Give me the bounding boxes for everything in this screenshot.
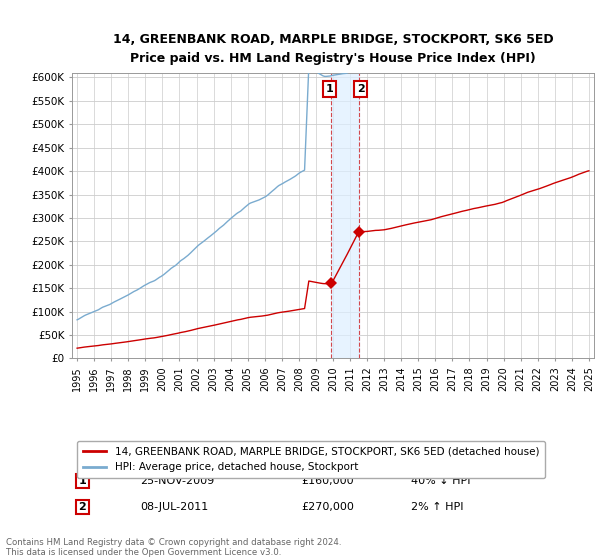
Text: 25-NOV-2009: 25-NOV-2009	[140, 476, 214, 486]
Text: 1: 1	[79, 476, 86, 486]
Title: 14, GREENBANK ROAD, MARPLE BRIDGE, STOCKPORT, SK6 5ED
Price paid vs. HM Land Reg: 14, GREENBANK ROAD, MARPLE BRIDGE, STOCK…	[113, 32, 553, 65]
Text: 40% ↓ HPI: 40% ↓ HPI	[412, 476, 471, 486]
Text: £160,000: £160,000	[302, 476, 355, 486]
Text: 08-JUL-2011: 08-JUL-2011	[140, 502, 208, 512]
Bar	[331, 73, 359, 358]
Text: Contains HM Land Registry data © Crown copyright and database right 2024.
This d: Contains HM Land Registry data © Crown c…	[6, 538, 341, 557]
Legend: 14, GREENBANK ROAD, MARPLE BRIDGE, STOCKPORT, SK6 5ED (detached house), HPI: Ave: 14, GREENBANK ROAD, MARPLE BRIDGE, STOCK…	[77, 441, 545, 478]
Text: 2% ↑ HPI: 2% ↑ HPI	[412, 502, 464, 512]
Text: 2: 2	[79, 502, 86, 512]
Text: 1: 1	[326, 84, 334, 94]
Text: 2: 2	[357, 84, 365, 94]
Text: £270,000: £270,000	[302, 502, 355, 512]
